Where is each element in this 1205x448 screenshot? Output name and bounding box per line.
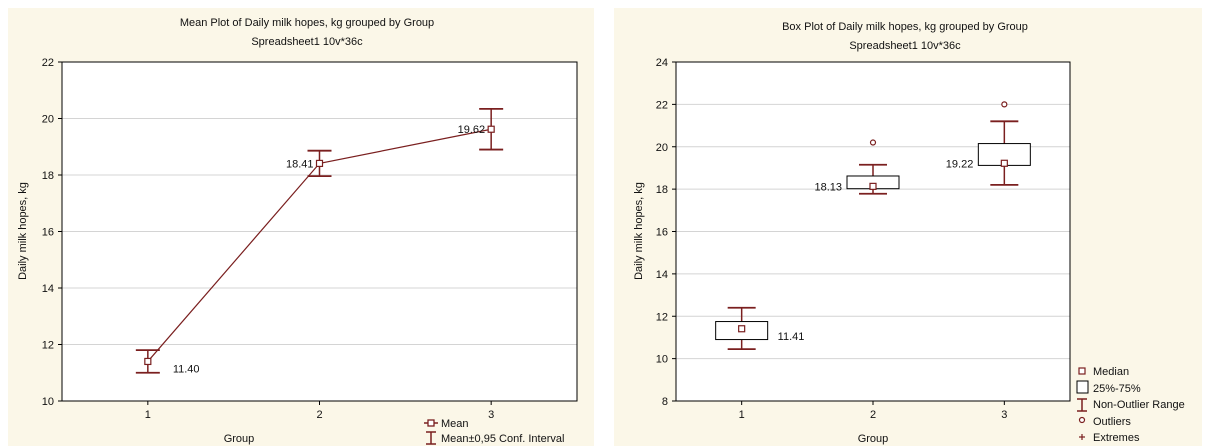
legend-range-symbol bbox=[1077, 398, 1087, 412]
y-tick-label: 18 bbox=[42, 170, 54, 182]
legend-outlier-symbol bbox=[1078, 416, 1086, 424]
legend-median-label: Median bbox=[1093, 366, 1129, 378]
y-tick-label: 16 bbox=[656, 227, 668, 239]
y-tick-label: 10 bbox=[656, 354, 668, 366]
legend-outlier-label: Outliers bbox=[1093, 416, 1131, 428]
median-point bbox=[869, 182, 877, 190]
outlier-point bbox=[1001, 101, 1008, 108]
box-plot-legend: Median 25%-75% Non-Outlier Range Outlier… bbox=[1076, 366, 1185, 444]
median-value-label: 19.22 bbox=[946, 158, 974, 170]
legend-range-label: Non-Outlier Range bbox=[1093, 399, 1185, 411]
y-tick-label: 14 bbox=[42, 283, 54, 295]
mean-plot-subtitle: Spreadsheet1 10v*36c bbox=[251, 36, 363, 48]
box-plot-chart: Box Plot of Daily milk hopes, kg grouped… bbox=[614, 8, 1202, 446]
median-point bbox=[1000, 159, 1008, 167]
box-plot-frame bbox=[675, 61, 1071, 402]
y-tick-label: 12 bbox=[42, 340, 54, 352]
outlier-point bbox=[869, 139, 877, 146]
box-plot-subtitle: Spreadsheet1 10v*36c bbox=[849, 40, 961, 52]
legend-extreme-label: Extremes bbox=[1093, 432, 1140, 444]
legend-ci-symbol bbox=[426, 431, 436, 445]
legend-mean-label: Mean bbox=[441, 418, 469, 430]
y-tick-label: 14 bbox=[656, 269, 668, 281]
y-tick-label: 24 bbox=[656, 57, 668, 69]
legend-box-symbol bbox=[1076, 380, 1089, 394]
legend-median-symbol bbox=[1078, 367, 1086, 375]
mean-point bbox=[487, 125, 495, 133]
x-tick-label: 2 bbox=[316, 409, 322, 421]
median-point bbox=[738, 325, 746, 333]
y-tick-label: 10 bbox=[42, 396, 54, 408]
median-value-label: 18.13 bbox=[814, 181, 842, 193]
mean-point bbox=[315, 159, 324, 168]
mean-plot-x-axis: 1 2 3 bbox=[145, 401, 494, 421]
mean-plot-marks: 11.40 18.41 19.62 bbox=[135, 107, 504, 375]
median-value-label: 11.41 bbox=[778, 331, 805, 343]
x-tick-label: 3 bbox=[488, 409, 494, 421]
y-tick-label: 18 bbox=[656, 184, 668, 196]
mean-plot-y-label: Daily milk hopes, kg bbox=[17, 182, 29, 280]
mean-point bbox=[144, 357, 152, 366]
mean-value-label: 18.41 bbox=[286, 158, 314, 170]
box-plot-x-label: Group bbox=[858, 433, 889, 445]
legend-ci-label: Mean±0,95 Conf. Interval bbox=[441, 433, 564, 445]
mean-value-label: 19.62 bbox=[458, 124, 486, 136]
mean-plot-title: Mean Plot of Daily milk hopes, kg groupe… bbox=[180, 17, 434, 29]
y-tick-label: 20 bbox=[42, 114, 54, 126]
legend-extreme-symbol bbox=[1079, 434, 1085, 440]
x-tick-label: 1 bbox=[145, 409, 151, 421]
mean-plot-legend: Mean Mean±0,95 Conf. Interval bbox=[424, 418, 564, 445]
y-tick-label: 22 bbox=[656, 99, 668, 111]
y-tick-label: 20 bbox=[656, 142, 668, 154]
mean-plot-chart: Mean Plot of Daily milk hopes, kg groupe… bbox=[8, 8, 594, 446]
legend-box-label: 25%-75% bbox=[1093, 383, 1141, 395]
mean-plot-frame bbox=[61, 61, 578, 402]
box-plot-x-axis: 1 2 3 bbox=[739, 401, 1007, 421]
x-tick-label: 1 bbox=[739, 409, 745, 421]
y-tick-label: 16 bbox=[42, 227, 54, 239]
box-plot-title: Box Plot of Daily milk hopes, kg grouped… bbox=[782, 21, 1028, 33]
x-tick-label: 2 bbox=[870, 409, 876, 421]
mean-plot-x-label: Group bbox=[224, 433, 255, 445]
box-plot-y-axis: 8 10 12 14 16 18 20 22 24 bbox=[656, 57, 676, 408]
box-plot-y-label: Daily milk hopes, kg bbox=[633, 182, 645, 280]
mean-value-label: 11.40 bbox=[173, 363, 200, 375]
y-tick-label: 12 bbox=[656, 311, 668, 323]
mean-plot-y-axis: 10 12 14 16 18 20 22 bbox=[42, 57, 62, 408]
box-plot-marks: 11.41 18.13 19.22 bbox=[715, 101, 1031, 350]
y-tick-label: 22 bbox=[42, 57, 54, 69]
legend-mean-symbol bbox=[424, 419, 438, 427]
x-tick-label: 3 bbox=[1001, 409, 1007, 421]
y-tick-label: 8 bbox=[662, 396, 668, 408]
